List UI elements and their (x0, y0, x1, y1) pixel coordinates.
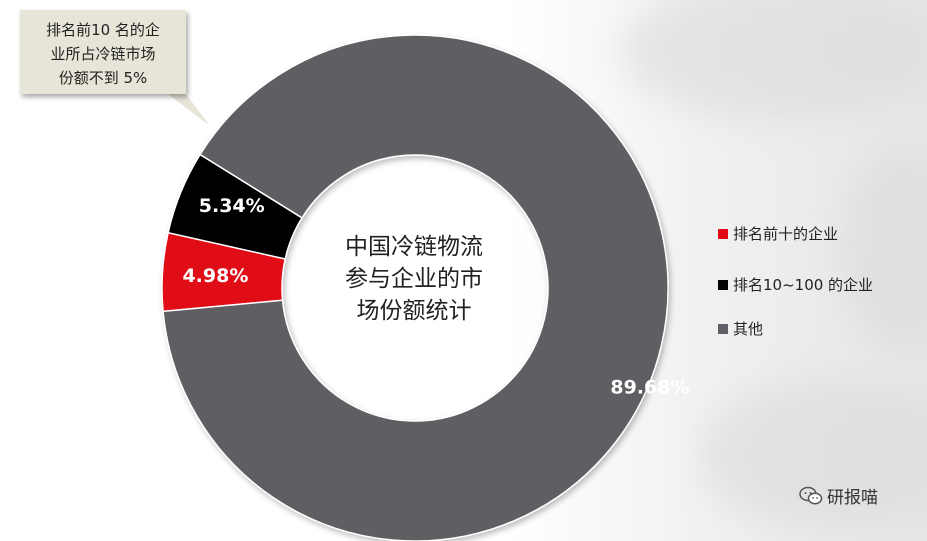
legend-swatch-top10 (718, 228, 728, 239)
slice-label-1: 5.34% (199, 195, 265, 217)
callout-annotation: 排名前10 名的企 业所占冷链市场 份额不到 5% (20, 10, 186, 94)
legend-item-10-100: 排名10~100 的企业 (718, 271, 873, 298)
legend-swatch-other (718, 323, 728, 334)
legend-swatch-10-100 (718, 279, 728, 290)
callout-line-1: 排名前10 名的企 (46, 21, 160, 39)
wechat-icon (799, 486, 823, 504)
watermark: 研报喵 (799, 483, 878, 508)
slice-label-2: 89.68% (610, 377, 689, 399)
callout-line-3: 份额不到 5% (58, 69, 148, 87)
legend-item-top10: 排名前十的企业 (718, 220, 873, 247)
legend-item-other: 其他 (718, 315, 873, 342)
slice-label-0: 4.98% (182, 265, 248, 287)
center-label-line-2: 参与企业的市 (345, 266, 483, 292)
donut-slice-2 (162, 34, 669, 541)
legend-label-other: 其他 (733, 320, 764, 338)
center-label-line-1: 中国冷链物流 (345, 234, 483, 260)
callout-line-2: 业所占冷链市场 (50, 45, 156, 63)
callout-pointer (168, 94, 210, 126)
legend-label-top10: 排名前十的企业 (733, 225, 839, 243)
legend-label-10-100: 排名10~100 的企业 (733, 276, 874, 294)
legend: 排名前十的企业 排名10~100 的企业 其他 (718, 220, 873, 366)
watermark-text: 研报喵 (827, 488, 878, 508)
center-label-line-3: 场份额统计 (357, 298, 472, 324)
